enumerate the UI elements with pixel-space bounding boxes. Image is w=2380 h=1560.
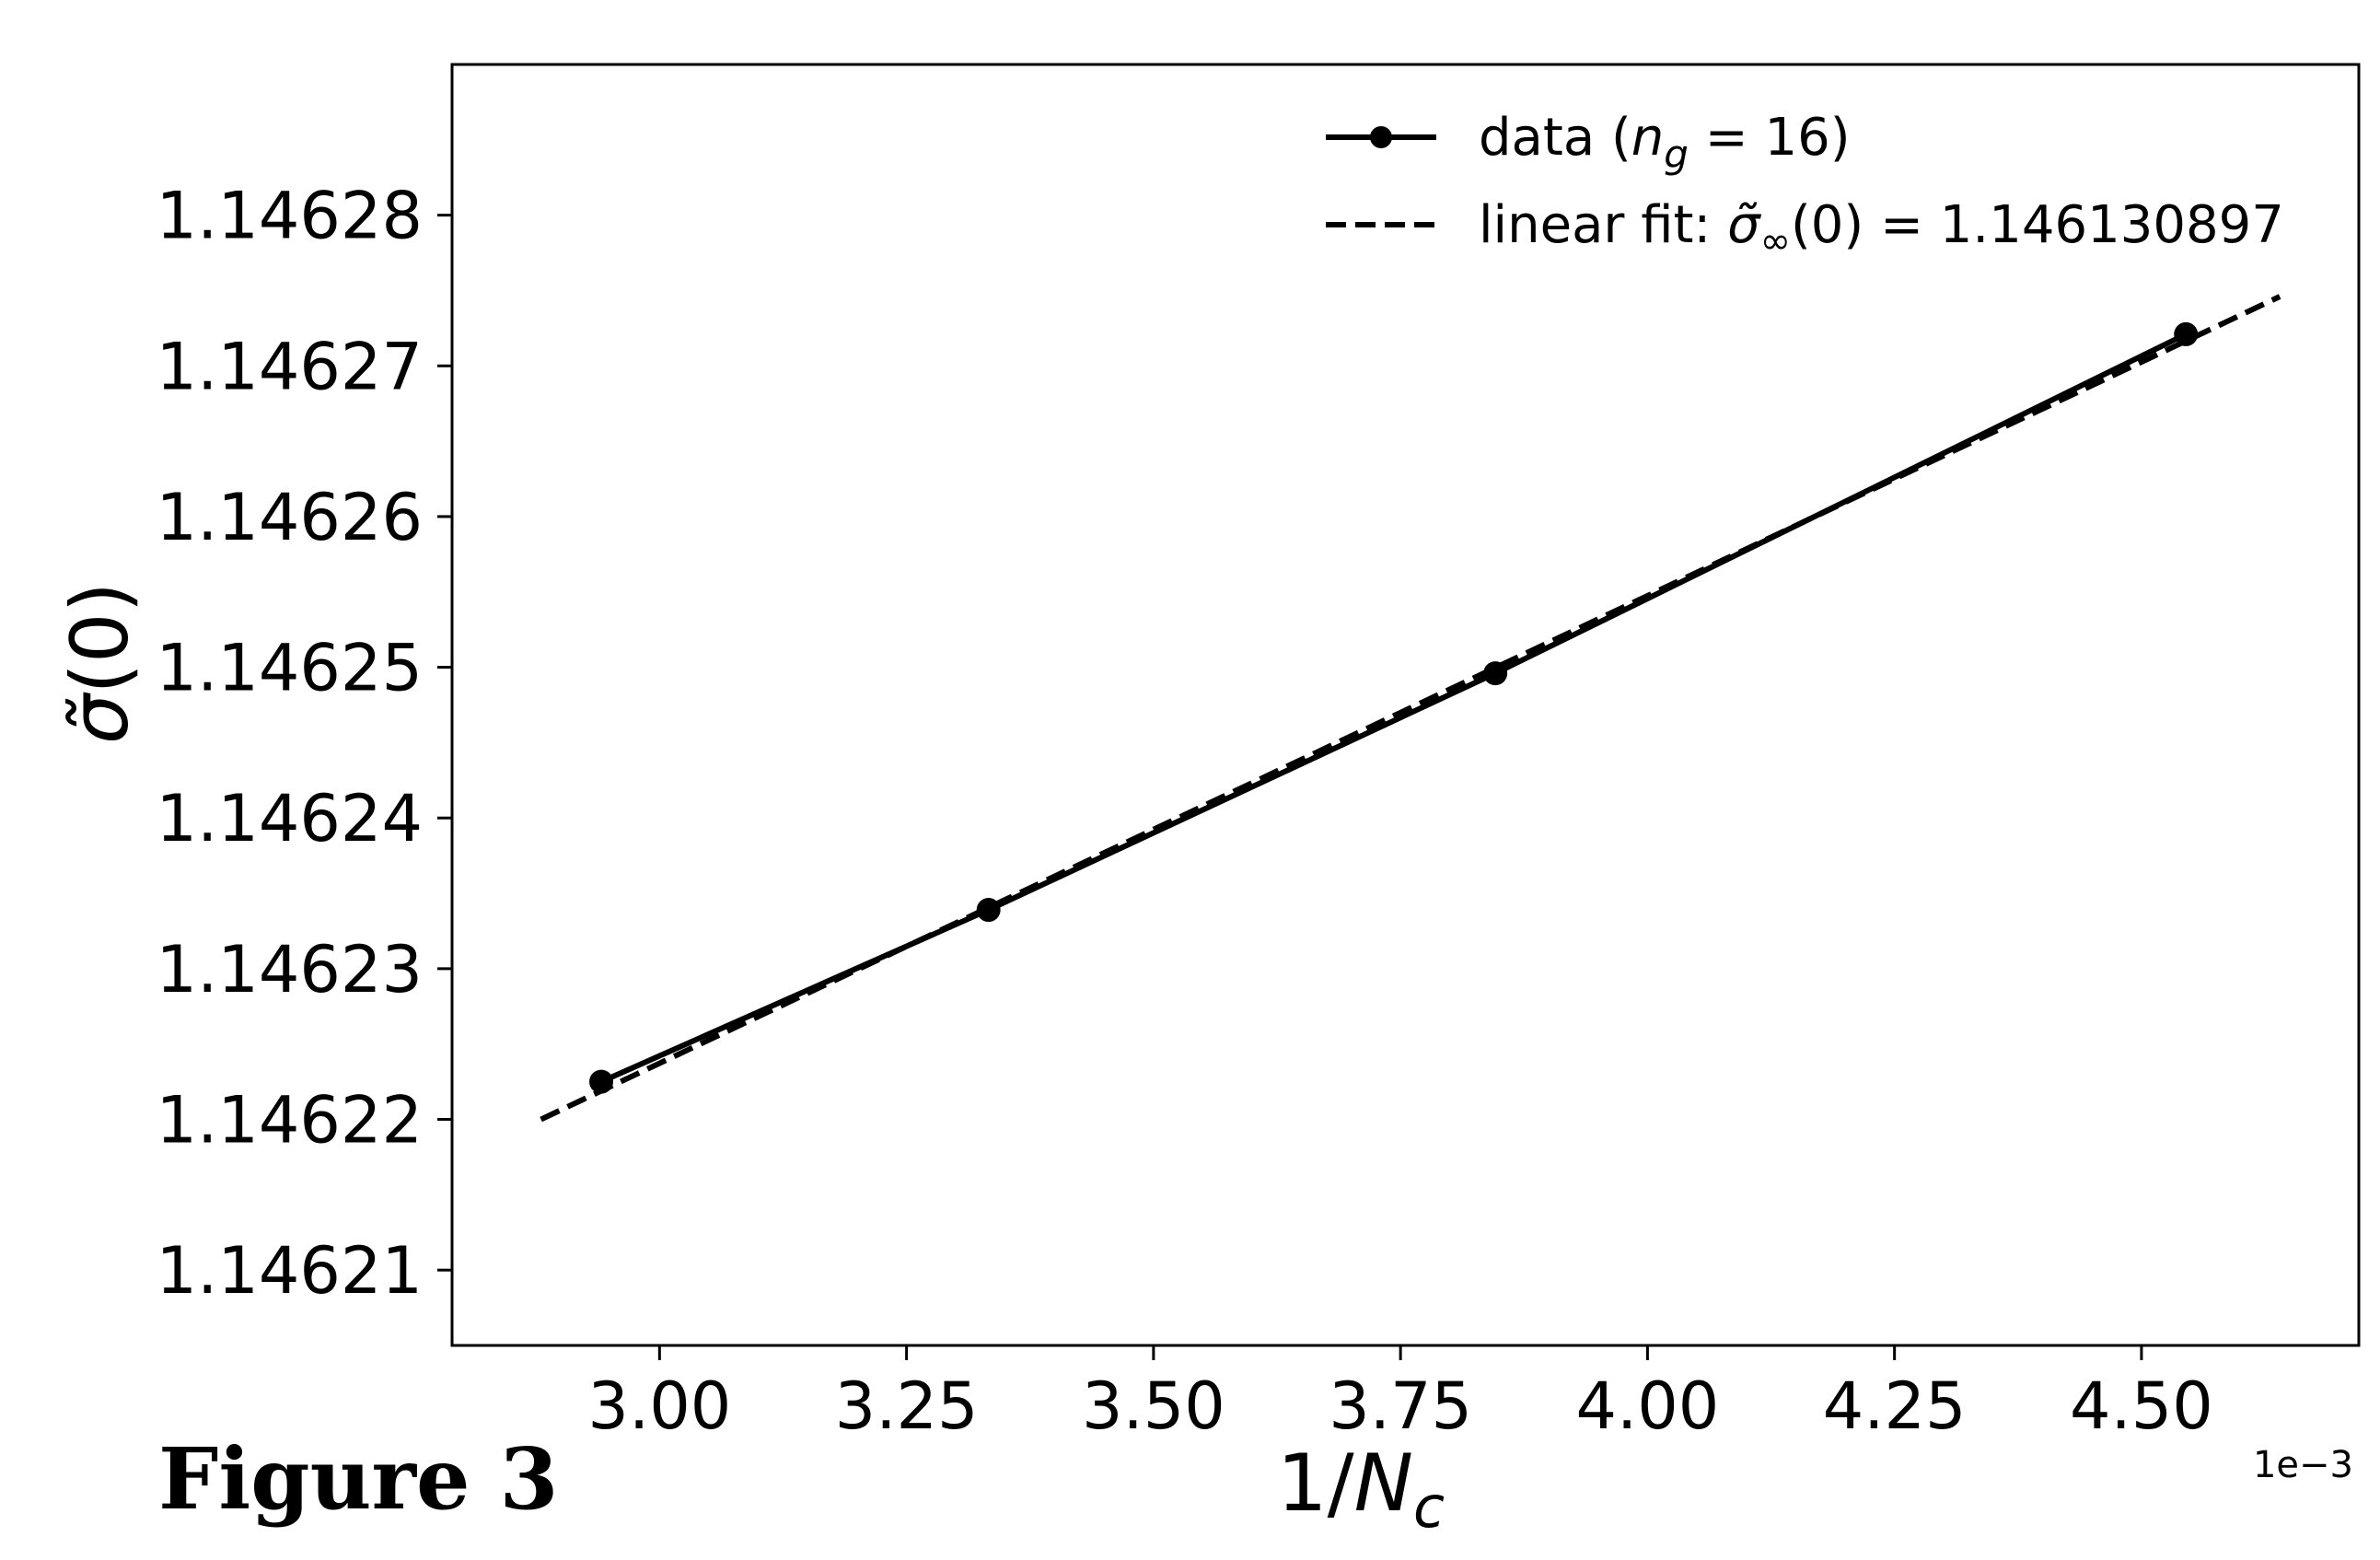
x-tick-label: 4.50 (2070, 1368, 2213, 1444)
x-tick-label: 3.75 (1329, 1368, 1472, 1444)
x-axis-label: 1/Nc (1277, 1438, 1445, 1541)
data-line (599, 332, 2188, 1085)
legend-fit-label: linear fit: σ̃∞(0) = 1.146130897 (1479, 195, 2284, 262)
legend-data-label: data (ng = 16) (1479, 108, 1851, 177)
plot-frame (450, 63, 2361, 1347)
plot-marks (540, 294, 2281, 1123)
x-tick-label: 4.00 (1575, 1368, 1719, 1444)
y-tick-label: 1.14623 (157, 932, 423, 1007)
y-tick-label: 1.14627 (157, 329, 423, 404)
x-tick-label: 3.00 (587, 1368, 731, 1444)
fit-line (540, 294, 2281, 1123)
y-tick-label: 1.14626 (157, 480, 423, 555)
figure-caption: Figure 3 (158, 1429, 559, 1529)
y-tick-label: 1.14628 (157, 179, 423, 254)
legend-data-marker (1370, 126, 1392, 148)
y-tick-label: 1.14624 (157, 781, 423, 856)
x-axis: 3.00 3.25 3.50 3.75 4.00 4.25 4.50 (587, 1345, 2213, 1444)
x-tick-label: 3.50 (1082, 1368, 1225, 1444)
y-tick-label: 1.14625 (157, 631, 423, 706)
y-axis-label: σ̃(0) (54, 582, 146, 744)
y-tick-label: 1.14621 (157, 1233, 423, 1309)
y-tick-label: 1.14622 (157, 1083, 423, 1158)
x-offset-text: 1e−3 (2253, 1444, 2353, 1486)
x-tick-label: 4.25 (1823, 1368, 1967, 1444)
legend: data (ng = 16) linear fit: σ̃∞(0) = 1.14… (1326, 108, 2284, 262)
y-axis: 1.14621 1.14622 1.14623 1.14624 1.14625 1.146… (157, 179, 452, 1309)
x-tick-label: 3.25 (835, 1368, 979, 1444)
data-point (2174, 321, 2199, 346)
